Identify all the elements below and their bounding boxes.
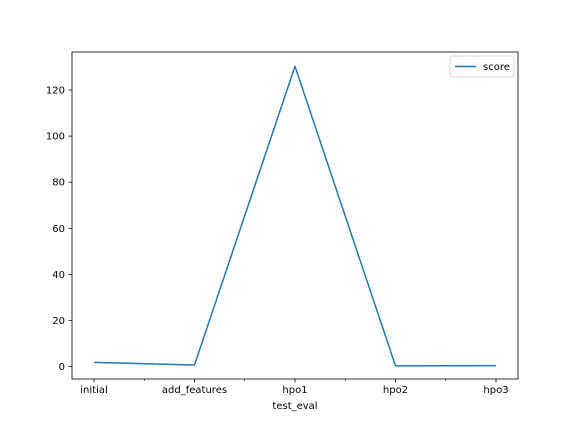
plot-frame [71,51,519,380]
x-tick-label-initial: initial [80,385,108,396]
y-tick-label-100: 100 [46,132,65,143]
y-tick-label-40: 40 [52,270,65,281]
x-axis-ticks: initial add_features hpo1 hpo2 hpo3 [80,379,509,396]
x-tick-label-hpo2: hpo2 [383,385,408,396]
y-tick-label-60: 60 [52,224,65,235]
legend-label-score: score [483,62,510,73]
y-tick-label-80: 80 [52,178,65,189]
y-tick-label-0: 0 [59,362,65,373]
series-layer [93,65,497,367]
y-tick-label-20: 20 [52,316,65,327]
x-tick-label-hpo1: hpo1 [282,385,307,396]
series-line-score [93,65,497,367]
legend: score [449,55,515,78]
x-axis-label: test_eval [272,401,317,412]
plot-area [72,52,518,379]
y-axis-ticks: 0 20 40 60 80 100 120 [46,86,72,373]
legend-box [449,55,515,78]
y-tick-label-120: 120 [46,86,65,97]
x-tick-label-hpo3: hpo3 [483,385,508,396]
x-tick-label-add_features: add_features [162,385,227,396]
